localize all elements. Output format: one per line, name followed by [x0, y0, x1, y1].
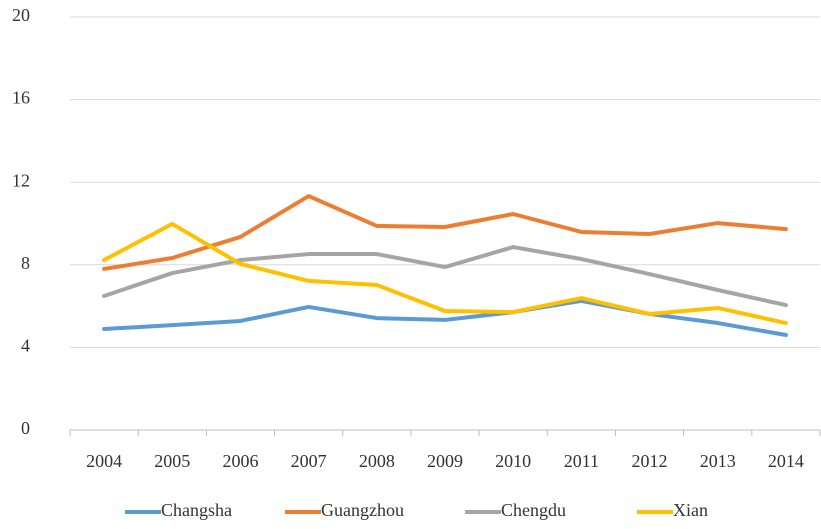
x-tick-label: 2005 — [154, 451, 190, 471]
x-tick-label: 2010 — [495, 451, 531, 471]
series-line — [102, 221, 788, 326]
y-tick-label: 4 — [21, 336, 30, 356]
x-tick-label: 2009 — [427, 451, 463, 471]
series-line — [102, 245, 788, 308]
series-line — [102, 194, 788, 271]
x-tick-label: 2012 — [632, 451, 668, 471]
y-tick-label: 12 — [12, 170, 30, 190]
x-tick-label: 2006 — [222, 451, 258, 471]
y-tick-label: 0 — [21, 418, 30, 438]
legend-label: Changsha — [161, 500, 232, 520]
series-line — [102, 298, 788, 338]
legend-label: Xian — [673, 500, 708, 520]
x-tick-label: 2011 — [564, 451, 599, 471]
legend-label: Guangzhou — [321, 500, 404, 520]
y-tick-label: 8 — [21, 253, 30, 273]
x-tick-label: 2014 — [768, 451, 804, 471]
x-tick-label: 2013 — [700, 451, 736, 471]
x-tick-label: 2004 — [86, 451, 122, 471]
x-tick-label: 2008 — [359, 451, 395, 471]
x-tick-label: 2007 — [291, 451, 327, 471]
legend-label: Chengdu — [501, 500, 566, 520]
y-tick-label: 16 — [12, 88, 30, 108]
y-tick-label: 20 — [12, 5, 30, 25]
